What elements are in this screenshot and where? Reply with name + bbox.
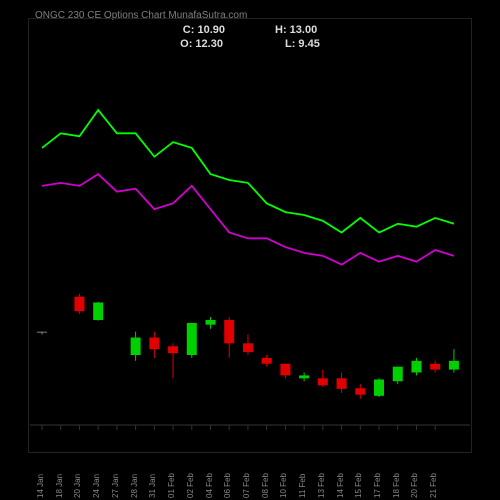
x-tick-label: 18 Jan <box>55 474 64 498</box>
x-tick-label: 07 Feb <box>242 473 251 498</box>
x-tick-label: 02 Feb <box>186 473 195 498</box>
x-tick-label: 17 Feb <box>373 473 382 498</box>
x-tick-label: 06 Feb <box>223 473 232 498</box>
x-tick-label: 01 Feb <box>167 473 176 498</box>
x-tick-label: 27 Jan <box>111 474 120 498</box>
x-tick-label: 14 Jan <box>36 474 45 498</box>
x-tick-label: 20 Feb <box>410 473 419 498</box>
x-tick-label: 31 Jan <box>148 474 157 498</box>
x-tick-label: 20 Jan <box>73 474 82 498</box>
x-tick-label: 10 Feb <box>279 473 288 498</box>
x-tick-label: 15 Feb <box>354 473 363 498</box>
x-tick-label: 11 Feb <box>298 474 307 498</box>
x-tick-label: 13 Feb <box>317 473 326 498</box>
x-tick-label: 28 Jan <box>130 474 139 498</box>
x-tick-label: 24 Jan <box>92 474 101 498</box>
x-tick-label: 21 Feb <box>429 473 438 498</box>
x-tick-label: 14 Feb <box>336 473 345 498</box>
x-tick-label: 04 Feb <box>205 473 214 498</box>
x-axis-labels: 14 Jan 18 Jan 20 Jan 24 Jan 27 Jan 28 Jan 31 J… <box>30 452 470 500</box>
chart-container <box>30 20 470 450</box>
x-tick-label: 08 Feb <box>261 473 270 498</box>
chart-svg <box>30 20 470 450</box>
x-tick-label: 18 Feb <box>392 473 401 498</box>
